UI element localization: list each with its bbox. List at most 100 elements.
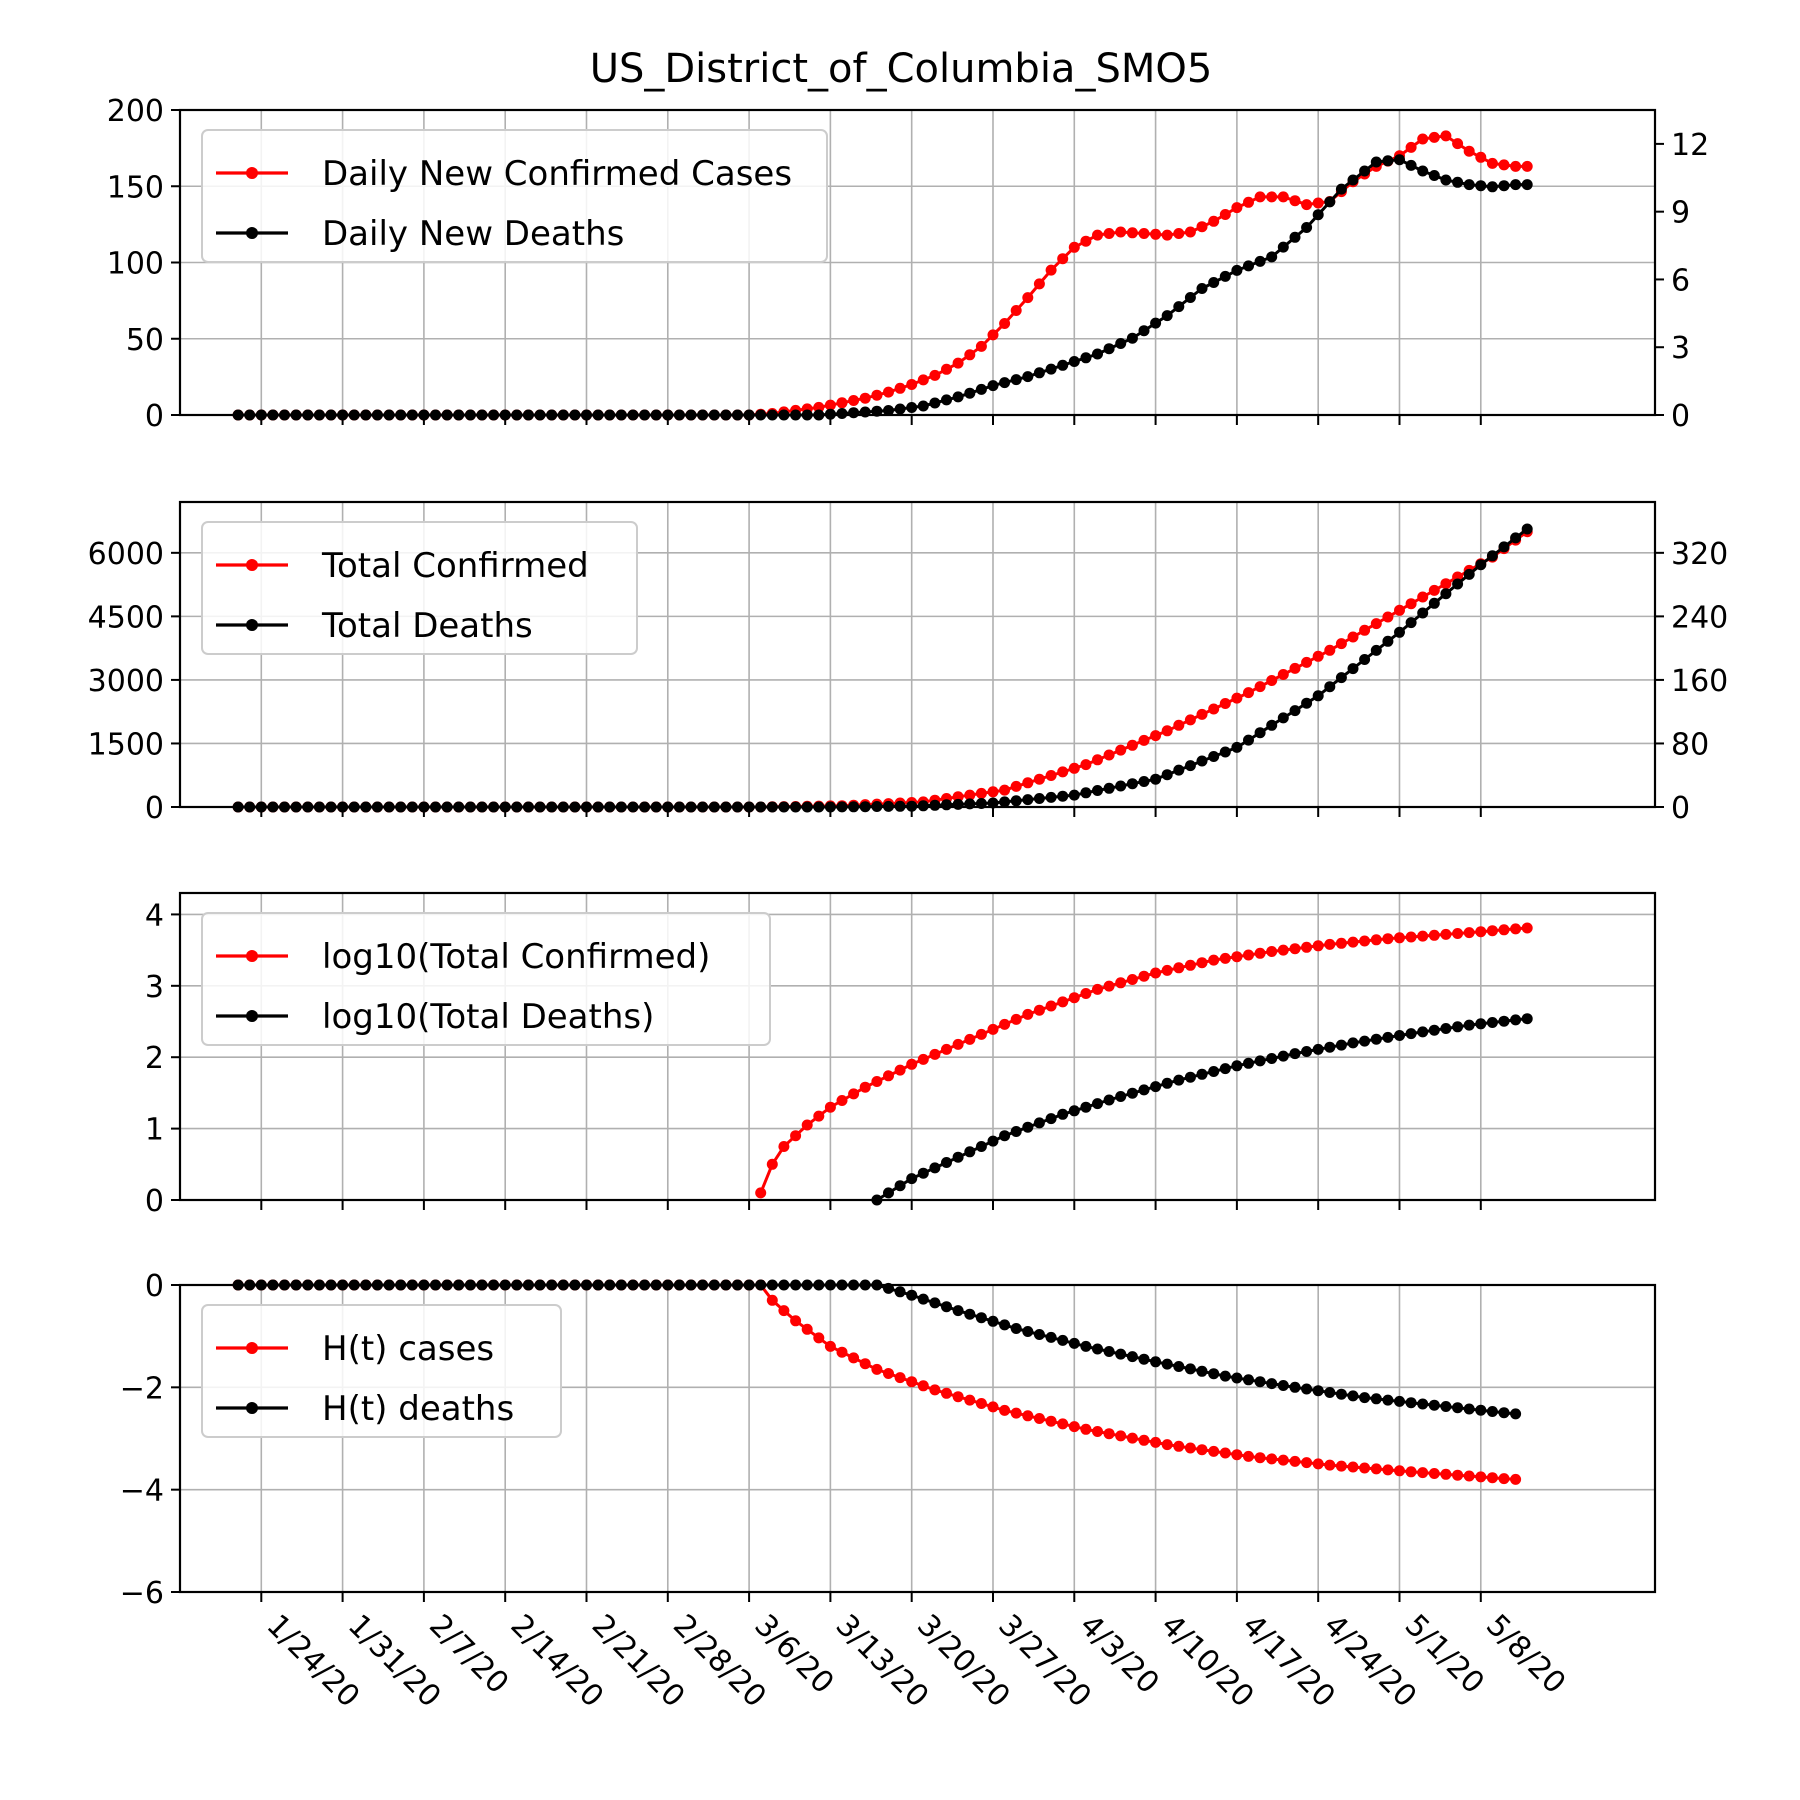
data-point (1394, 1465, 1405, 1477)
data-point (1463, 179, 1475, 191)
data-point (1080, 235, 1092, 247)
data-point (1417, 607, 1429, 619)
data-point (1103, 980, 1115, 992)
data-point (999, 1319, 1011, 1331)
data-point (1382, 1031, 1394, 1043)
data-point (1150, 1436, 1162, 1448)
data-point (1231, 264, 1243, 276)
data-point (1440, 588, 1452, 600)
data-point (1266, 1378, 1278, 1390)
data-point (1115, 780, 1127, 792)
data-point (871, 389, 883, 401)
data-point (894, 1372, 906, 1384)
data-point (964, 1033, 976, 1045)
data-point (999, 796, 1011, 808)
data-point (929, 1297, 941, 1309)
data-point (1289, 943, 1301, 955)
axes-frame (178, 1283, 1657, 1594)
data-point (1440, 578, 1452, 590)
data-point (1347, 1037, 1359, 1049)
y-tick-label: −4 (120, 1474, 164, 1509)
data-point (1138, 325, 1150, 337)
y-right-tick-label: 3 (1671, 331, 1690, 366)
data-point (1335, 183, 1347, 195)
data-point (1243, 949, 1254, 961)
data-point (1208, 1066, 1220, 1077)
data-point (1359, 654, 1371, 665)
data-point (999, 1018, 1011, 1030)
data-point (1068, 992, 1080, 1004)
data-point (1254, 255, 1266, 267)
data-point (1498, 159, 1510, 171)
data-point (824, 399, 836, 411)
data-point (1022, 292, 1034, 304)
data-point (1022, 1121, 1034, 1133)
data-point (929, 1048, 941, 1060)
data-point (1347, 1390, 1359, 1402)
legend-label: log10(Total Deaths) (322, 997, 654, 1037)
data-point (1301, 222, 1313, 233)
data-point (801, 1323, 813, 1335)
data-point (1208, 954, 1220, 966)
data-point (917, 1167, 929, 1179)
data-point (1324, 196, 1336, 208)
data-point (1243, 687, 1254, 699)
data-point (1417, 1026, 1429, 1038)
data-point (1150, 317, 1162, 329)
data-point (1498, 541, 1510, 553)
series-line (759, 926, 1528, 1194)
data-point (952, 1038, 964, 1050)
data-point (941, 1157, 952, 1168)
data-point (1312, 1385, 1324, 1397)
data-point (987, 1023, 999, 1035)
data-point (1080, 1340, 1092, 1352)
data-point (1184, 1363, 1196, 1375)
data-point (1359, 624, 1371, 636)
data-point (1254, 1452, 1266, 1464)
legend-marker (246, 227, 258, 239)
legend-label: Total Deaths (321, 606, 533, 646)
data-point (1126, 332, 1138, 344)
data-point (1486, 181, 1498, 193)
data-point (790, 1130, 802, 1142)
legend-label: log10(Total Confirmed) (322, 937, 710, 977)
data-point (1033, 1329, 1045, 1340)
data-point (1092, 983, 1103, 995)
data-point (941, 1387, 952, 1399)
data-point (1184, 760, 1196, 772)
data-point (1115, 744, 1127, 756)
legend-label: H(t) deaths (322, 1389, 514, 1429)
data-point (1126, 227, 1138, 239)
data-point (1266, 1053, 1278, 1064)
data-point (1417, 930, 1429, 942)
data-point (1428, 170, 1440, 181)
data-point (1254, 1376, 1266, 1388)
data-point (1231, 951, 1243, 963)
axes-frame (178, 500, 1657, 809)
data-point (1033, 367, 1045, 379)
data-point (894, 1286, 906, 1298)
data-point (1452, 578, 1464, 590)
data-point (1022, 1008, 1034, 1020)
data-point (975, 1312, 987, 1324)
data-point (1277, 1050, 1289, 1062)
data-point (964, 387, 976, 399)
data-point (1335, 638, 1347, 650)
data-point (987, 329, 999, 341)
data-point (1010, 374, 1022, 386)
data-point (1405, 1466, 1417, 1478)
data-point (1301, 697, 1313, 709)
data-point (778, 1305, 790, 1317)
data-point (1486, 925, 1498, 937)
data-point (1277, 1454, 1289, 1466)
data-point (1510, 1408, 1522, 1420)
data-point (1219, 1370, 1231, 1382)
y-tick-label: 1 (145, 1113, 164, 1148)
data-point (755, 1187, 767, 1199)
data-point (1184, 1071, 1196, 1083)
data-point (1452, 1469, 1464, 1481)
data-point (999, 377, 1011, 389)
data-point (1301, 1046, 1313, 1057)
y-tick-label: 200 (107, 94, 164, 129)
